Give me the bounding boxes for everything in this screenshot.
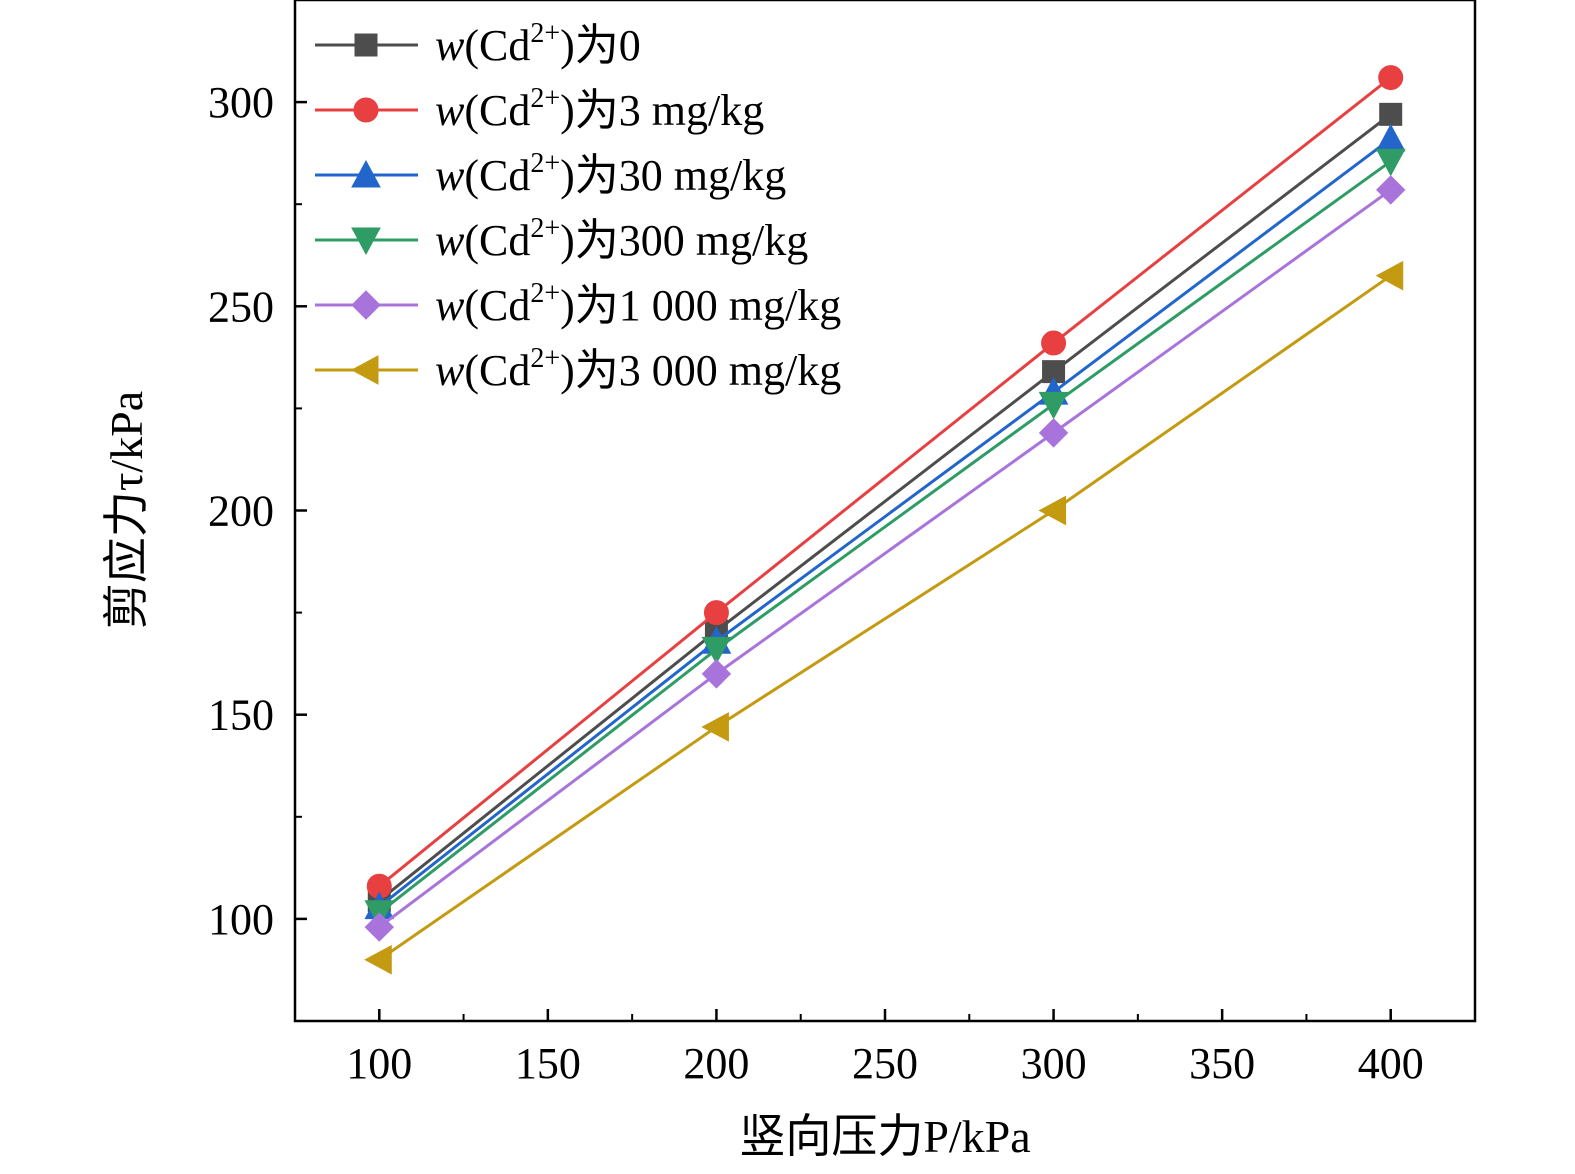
legend-item: w(Cd2+)为3 000 mg/kg xyxy=(315,343,841,395)
x-tick-label: 350 xyxy=(1189,1039,1255,1088)
legend-item: w(Cd2+)为300 mg/kg xyxy=(315,213,808,265)
series-point xyxy=(1375,148,1406,177)
legend-label: w(Cd2+)为1 000 mg/kg xyxy=(435,278,841,330)
series-line xyxy=(378,137,1392,908)
series-group xyxy=(364,175,1406,942)
series-point xyxy=(1376,175,1406,205)
x-tick-label: 200 xyxy=(683,1039,749,1088)
series-point xyxy=(701,636,732,665)
x-axis-ticks: 100 150 200 250 300 350 400 xyxy=(346,1009,1424,1088)
legend-label: w(Cd2+)为0 xyxy=(435,18,641,70)
legend-label: w(Cd2+)为30 mg/kg xyxy=(435,148,786,200)
series-point xyxy=(364,944,392,975)
x-tick-label: 150 xyxy=(515,1039,581,1088)
series-point xyxy=(1038,495,1067,526)
series-point xyxy=(1378,65,1404,91)
y-tick-label: 100 xyxy=(208,895,274,944)
series-point xyxy=(1038,391,1069,420)
series-line xyxy=(378,76,1392,888)
series-point xyxy=(1375,260,1404,291)
series-point xyxy=(701,712,729,742)
legend: w(Cd2+)为0 w(Cd2+)为3 mg/kg w(Cd2+)为30 mg/kg… xyxy=(315,18,841,395)
y-axis-ticks: 100 150 200 250 300 xyxy=(208,0,307,1022)
series-line xyxy=(378,113,1392,902)
legend-marker xyxy=(351,227,381,256)
series-point xyxy=(701,659,732,689)
series-point xyxy=(703,600,729,626)
legend-item: w(Cd2+)为0 xyxy=(315,18,641,70)
series-point xyxy=(1375,123,1406,152)
series-group xyxy=(364,260,1404,975)
legend-marker xyxy=(351,290,381,320)
x-tick-label: 300 xyxy=(1021,1039,1087,1088)
legend-marker xyxy=(351,159,381,188)
y-tick-label: 200 xyxy=(208,487,274,536)
x-tick-label: 100 xyxy=(346,1039,412,1088)
series-point xyxy=(1379,102,1403,126)
legend-label: w(Cd2+)为3 000 mg/kg xyxy=(435,343,841,395)
series-line xyxy=(378,274,1392,961)
legend-marker xyxy=(354,33,378,57)
legend-label: w(Cd2+)为3 mg/kg xyxy=(435,83,764,135)
x-tick-label: 250 xyxy=(852,1039,918,1088)
legend-label: w(Cd2+)为300 mg/kg xyxy=(435,213,808,265)
series-group xyxy=(364,148,1406,928)
legend-marker xyxy=(350,355,379,385)
x-axis-title: 竖向压力P/kPa xyxy=(739,1111,1030,1162)
series-point xyxy=(1041,330,1067,356)
y-tick-label: 150 xyxy=(208,691,274,740)
legend-item: w(Cd2+)为1 000 mg/kg xyxy=(315,278,841,330)
legend-marker xyxy=(353,97,379,123)
series-layer xyxy=(364,65,1406,975)
y-tick-label: 250 xyxy=(208,282,274,331)
y-axis-title: 剪应力τ/kPa xyxy=(101,391,152,629)
series-line xyxy=(378,160,1392,914)
legend-item: w(Cd2+)为3 mg/kg xyxy=(315,83,764,135)
series-line xyxy=(378,188,1392,929)
y-tick-label: 300 xyxy=(208,78,274,127)
series-point xyxy=(364,912,394,942)
series-point xyxy=(1038,418,1069,448)
x-tick-label: 400 xyxy=(1358,1039,1424,1088)
legend-item: w(Cd2+)为30 mg/kg xyxy=(315,148,786,200)
series-group xyxy=(366,65,1404,899)
